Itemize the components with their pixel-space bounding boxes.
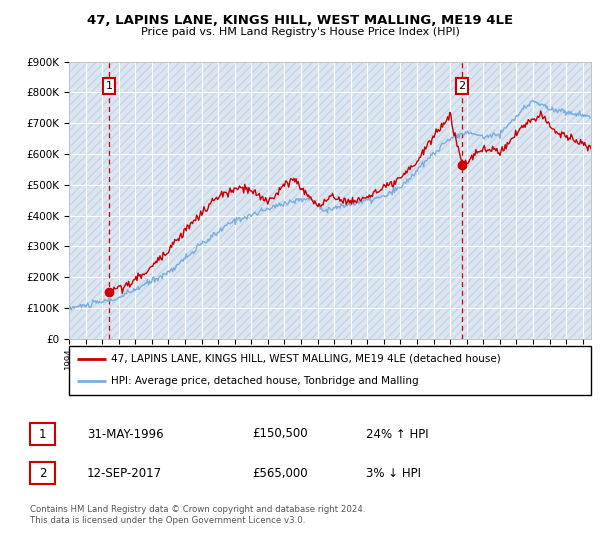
- Text: 2: 2: [458, 81, 466, 91]
- Bar: [69, 62, 591, 339]
- Text: HPI: Average price, detached house, Tonbridge and Malling: HPI: Average price, detached house, Tonb…: [111, 376, 418, 386]
- Text: £150,500: £150,500: [252, 427, 308, 441]
- Text: 1: 1: [106, 81, 113, 91]
- Text: 12-SEP-2017: 12-SEP-2017: [87, 466, 162, 480]
- Text: 47, LAPINS LANE, KINGS HILL, WEST MALLING, ME19 4LE (detached house): 47, LAPINS LANE, KINGS HILL, WEST MALLIN…: [111, 354, 500, 364]
- Text: 31-MAY-1996: 31-MAY-1996: [87, 427, 164, 441]
- Text: Contains HM Land Registry data © Crown copyright and database right 2024.
This d: Contains HM Land Registry data © Crown c…: [30, 505, 365, 525]
- Text: Price paid vs. HM Land Registry's House Price Index (HPI): Price paid vs. HM Land Registry's House …: [140, 27, 460, 37]
- Text: 24% ↑ HPI: 24% ↑ HPI: [366, 427, 428, 441]
- Text: £565,000: £565,000: [252, 466, 308, 480]
- Text: 47, LAPINS LANE, KINGS HILL, WEST MALLING, ME19 4LE: 47, LAPINS LANE, KINGS HILL, WEST MALLIN…: [87, 14, 513, 27]
- Text: 3% ↓ HPI: 3% ↓ HPI: [366, 466, 421, 480]
- Text: 2: 2: [39, 466, 46, 480]
- Text: 1: 1: [39, 427, 46, 441]
